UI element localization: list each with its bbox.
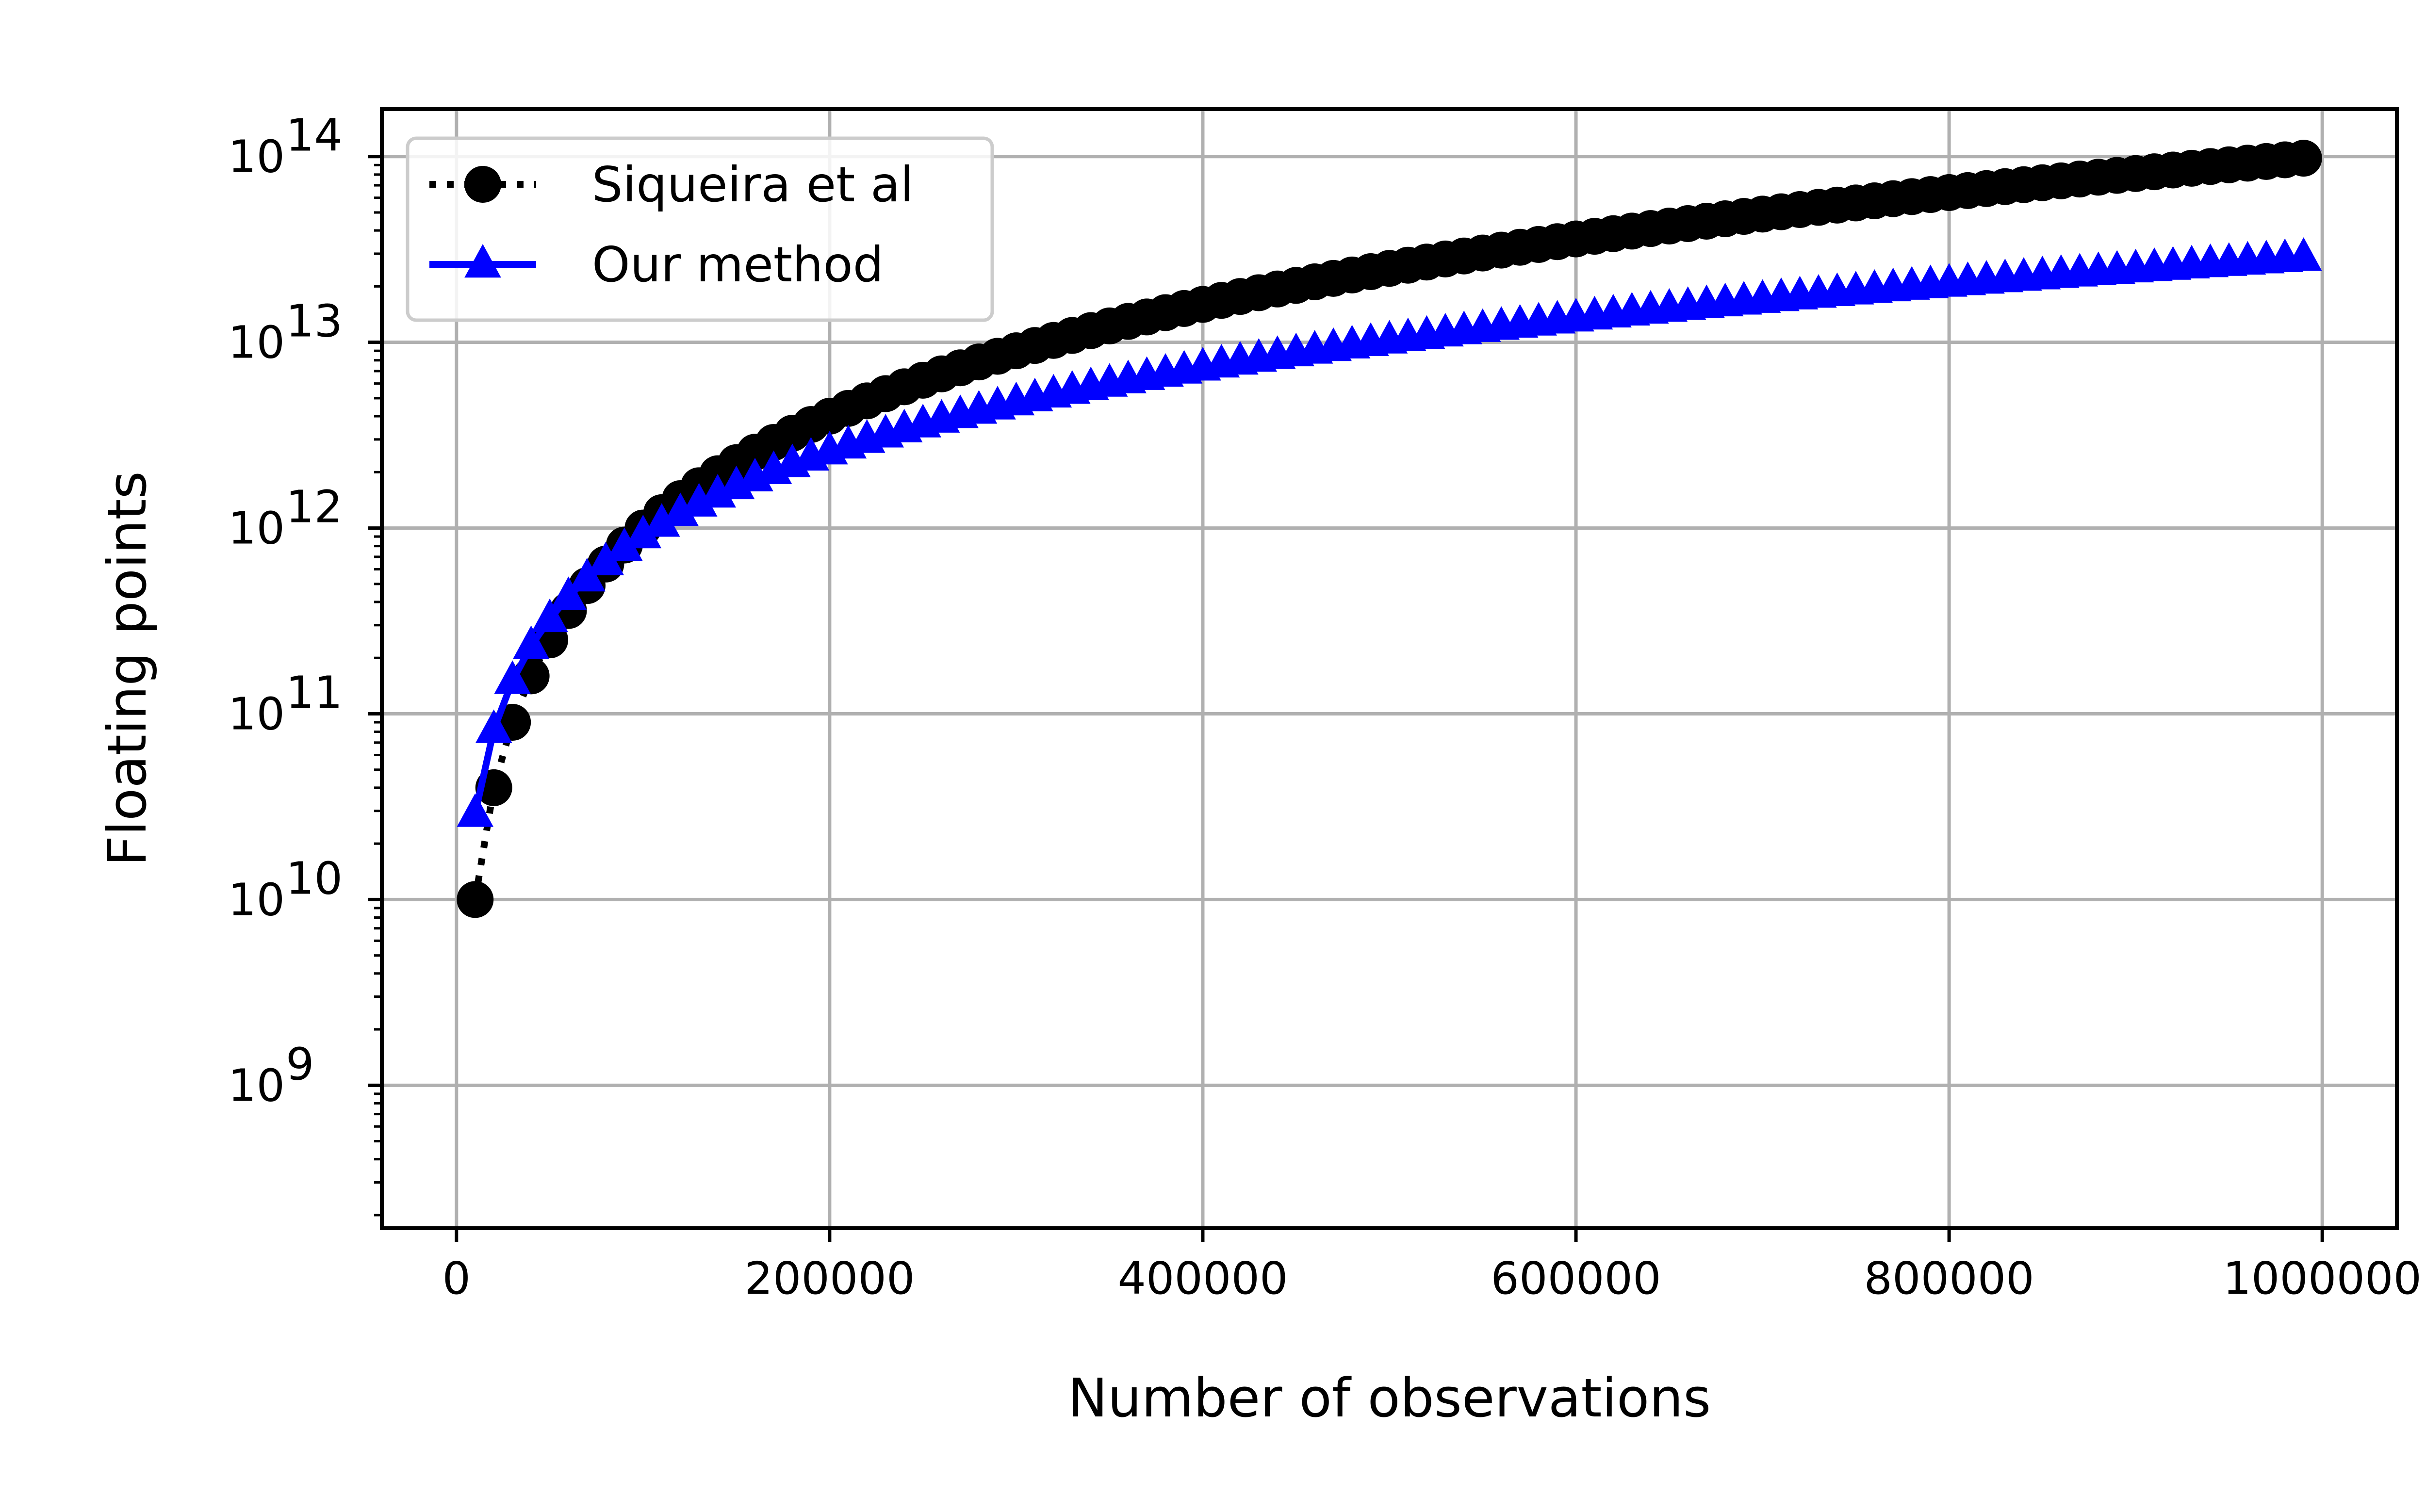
legend-marker — [464, 166, 501, 203]
data-point — [475, 709, 512, 743]
legend: Siqueira et al Our method — [406, 136, 994, 322]
series-layer — [457, 140, 2322, 918]
data-point — [643, 503, 680, 537]
y-tick-label: 10 — [228, 874, 285, 926]
data-point — [550, 576, 587, 610]
x-axis: 0 200000 400000 600000 800000 1000000 — [443, 1228, 2422, 1304]
y-tick-exponent: 9 — [286, 1038, 314, 1090]
y-tick-label: 10 — [228, 317, 285, 369]
x-tick-label: 200000 — [744, 1252, 915, 1304]
y-tick-exponent: 12 — [286, 481, 343, 533]
legend-label: Our method — [592, 236, 884, 293]
x-tick-label: 800000 — [1864, 1252, 2034, 1304]
data-point — [457, 793, 494, 827]
data-point — [531, 598, 568, 633]
data-point — [2285, 140, 2322, 177]
y-tick-exponent: 10 — [286, 852, 343, 904]
series-2 — [457, 237, 2322, 827]
legend-label: Siqueira et al — [592, 156, 914, 213]
legend-box — [406, 136, 994, 322]
y-axis-label: Floating points — [96, 471, 158, 866]
x-tick-label: 400000 — [1117, 1252, 1288, 1304]
legend-marker — [464, 244, 501, 278]
data-point — [2285, 237, 2322, 271]
data-point — [662, 492, 699, 526]
data-point — [680, 483, 718, 517]
x-tick-label: 0 — [443, 1252, 471, 1304]
x-tick-label: 1000000 — [2223, 1252, 2422, 1304]
data-point — [587, 541, 624, 575]
y-tick-label: 10 — [228, 1059, 285, 1111]
y-tick-exponent: 11 — [286, 667, 343, 718]
x-axis-label: Number of observations — [1068, 1367, 1711, 1429]
data-point — [606, 527, 643, 561]
data-point — [569, 557, 606, 592]
plot-frame — [380, 107, 2399, 1230]
y-tick-label: 10 — [228, 688, 285, 740]
y-tick-exponent: 13 — [286, 295, 343, 347]
data-point — [457, 881, 494, 918]
y-tick-label: 10 — [228, 503, 285, 554]
data-point — [512, 625, 550, 659]
data-point — [494, 660, 531, 694]
x-tick-label: 600000 — [1491, 1252, 1661, 1304]
data-point — [624, 514, 662, 549]
y-tick-label: 10 — [228, 131, 285, 183]
y-tick-exponent: 14 — [286, 110, 343, 162]
